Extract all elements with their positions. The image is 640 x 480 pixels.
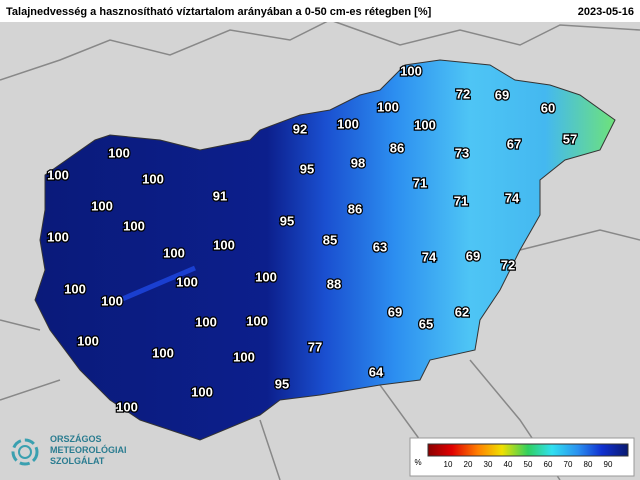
station-labels: 100 72 69 60 100 100 92 100 57 86 73 67 100 95 98 100 10… [46,62,579,416]
station-value: 92 [293,121,307,136]
station-value: 74 [505,190,520,205]
station-value: 100 [64,281,86,296]
station-value: 100 [108,145,130,160]
date: 2023-05-16 [578,6,634,18]
station-value: 63 [373,239,387,254]
station-value: 100 [163,245,185,260]
station-value: 100 [101,293,123,308]
legend-tick-label: 90 [604,460,613,469]
logo-text: SZOLGÁLAT [50,456,105,466]
station-value: 74 [422,249,437,264]
legend-tick-label: 80 [584,460,593,469]
station-value: 85 [323,232,337,247]
station-value: 100 [47,229,69,244]
station-value: 100 [414,117,436,132]
station-value: 95 [300,161,314,176]
station-value: 64 [369,364,384,379]
station-value: 67 [507,136,521,151]
station-value: 100 [246,313,268,328]
station-value: 95 [280,213,294,228]
logo: ORSZÁGOS METEOROLÓGIAI SZOLGÁLAT [11,434,127,466]
station-value: 73 [455,145,469,160]
station-value: 95 [275,376,289,391]
station-value: 60 [541,100,555,115]
lake [119,265,196,303]
station-value: 71 [413,175,427,190]
station-value: 69 [466,248,480,263]
legend: % 10 20 30 40 50 60 70 80 90 [409,437,635,477]
station-value: 100 [152,345,174,360]
station-value: 71 [454,193,468,208]
station-value: 72 [501,257,515,272]
station-value: 69 [388,304,402,319]
station-value: 100 [255,269,277,284]
station-value: 88 [327,276,341,291]
station-value: 100 [337,116,359,131]
station-value: 100 [77,333,99,348]
logo-text: ORSZÁGOS [50,434,102,444]
station-value: 57 [563,131,577,146]
station-value: 100 [47,167,69,182]
station-value: 100 [400,63,422,78]
legend-tick-label: 70 [564,460,573,469]
legend-tick-label: 60 [544,460,553,469]
title-bar [0,0,640,22]
station-value: 100 [91,198,113,213]
station-value: 86 [390,140,404,155]
legend-tick-label: 40 [504,460,513,469]
legend-unit: % [414,458,421,467]
hungary-area [34,59,616,441]
station-value: 100 [176,274,198,289]
station-value: 100 [142,171,164,186]
title: Talajnedvesség a hasznosítható víztartal… [6,6,432,18]
station-value: 72 [456,86,470,101]
legend-tick-label: 50 [524,460,533,469]
station-value: 69 [495,87,509,102]
station-value: 86 [348,201,362,216]
station-value: 100 [233,349,255,364]
station-value: 100 [377,99,399,114]
station-value: 100 [191,384,213,399]
color-bar [427,443,629,457]
legend-tick-label: 30 [484,460,493,469]
borders [0,19,640,480]
station-value: 77 [308,339,322,354]
station-value: 98 [351,155,365,170]
legend-tick-label: 20 [464,460,473,469]
station-value: 100 [123,218,145,233]
station-value: 62 [455,304,469,319]
legend-tick-label: 10 [444,460,453,469]
station-value: 100 [116,399,138,414]
station-value: 100 [213,237,235,252]
logo-text: METEOROLÓGIAI [50,444,127,455]
station-value: 91 [213,188,227,203]
station-value: 100 [195,314,217,329]
station-value: 65 [419,316,433,331]
